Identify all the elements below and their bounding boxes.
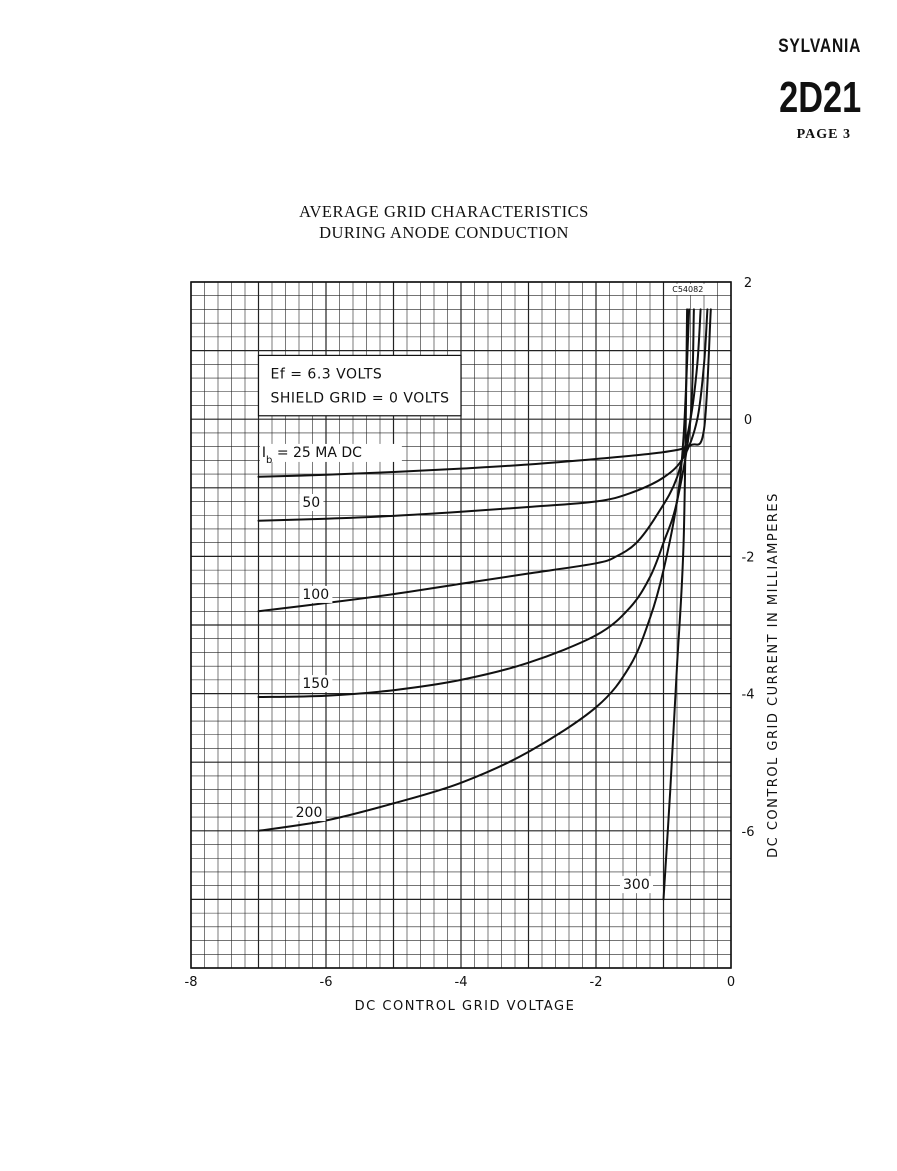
tube-model: 2D21 [778,73,861,122]
conditions-box [257,354,462,417]
curve-label-bg [299,675,333,693]
curve-label-50: 50 [302,495,320,511]
curve-200 [257,308,691,832]
x-tick-label: 0 [727,975,735,990]
curve-label-200: 200 [296,805,323,821]
curve-25 [257,308,712,478]
curves [257,308,712,901]
x-tick-label: -6 [320,975,333,990]
curve-labels: Ib = 25 MA DC 50 100 150 200 300 [259,443,653,894]
y-tick-label: -4 [742,688,755,703]
x-tick-labels: -8 -6 -4 -2 0 [185,975,736,990]
y-tick-labels: 2 0 -2 -4 -6 [742,276,755,840]
y-tick-label: -6 [742,825,755,840]
curve-label-150: 150 [302,676,329,692]
drawing-code-box [670,284,715,295]
x-axis-label: DC CONTROL GRID VOLTAGE [355,999,576,1014]
y-tick-label: 0 [744,413,752,428]
chart-title-line-2: DURING ANODE CONDUCTION [319,223,569,242]
brand-name: SYLVANIA [777,36,861,57]
drawing-code: C54082 [672,285,703,294]
y-tick-label: 2 [744,276,752,291]
curve-label-100: 100 [302,587,329,603]
curve-300 [662,308,689,901]
x-tick-label: -8 [185,975,198,990]
curve-label-bg [292,804,326,822]
curve-label-bg [259,443,402,462]
curve-50 [257,308,709,522]
major-gridlines [190,281,732,969]
y-tick-label: -2 [742,550,755,565]
x-tick-label: -4 [455,975,468,990]
page-number: PAGE 3 [796,127,851,142]
curve-label-bg [620,876,653,894]
curve-label-bg [299,494,324,512]
y-axis-label: DC CONTROL GRID CURRENT IN MILLIAMPERES [766,492,781,858]
curve-label-bg [299,585,333,603]
chart-title-line-1: AVERAGE GRID CHARACTERISTICS [299,202,589,221]
plot-frame [190,281,732,969]
conditions-shield-grid: SHIELD GRID = 0 VOLTS [271,390,450,406]
x-tick-label: -2 [590,975,603,990]
conditions-filament: Ef = 6.3 VOLTS [271,366,383,382]
curve-label-300: 300 [623,877,650,893]
curve-label-25: Ib = 25 MA DC [262,445,362,466]
curve-150 [257,308,695,698]
